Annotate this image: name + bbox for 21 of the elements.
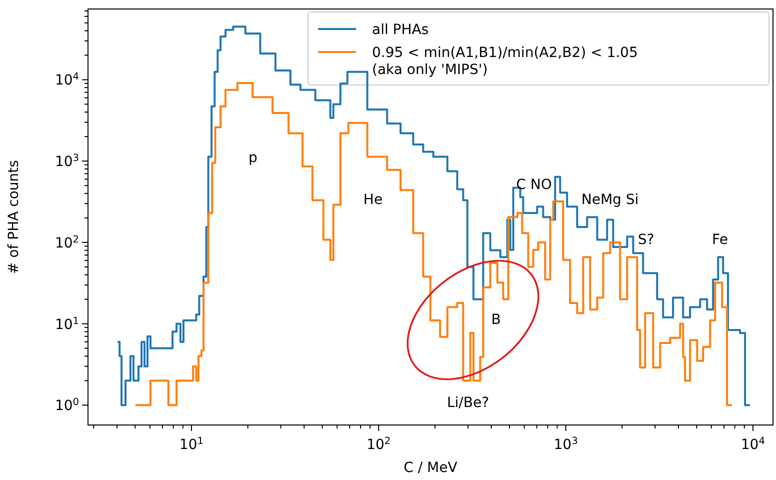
- legend-label: all PHAs: [372, 22, 429, 38]
- y-tick-label: 10$^{4}$: [54, 71, 79, 89]
- legend-label: 0.95 < min(A1,B1)/min(A2,B2) < 1.05 (aka only 'MIPS'): [372, 45, 638, 78]
- y-tick-label: 10$^{1}$: [54, 315, 79, 333]
- annotation: He: [363, 192, 383, 208]
- x-axis-title: C / MeV: [404, 460, 458, 476]
- x-tick-label: 10$^{2}$: [366, 436, 391, 453]
- annotation: Fe: [712, 232, 728, 248]
- y-tick-label: 10$^{0}$: [54, 396, 79, 414]
- x-tick-label: 10$^{3}$: [554, 436, 578, 453]
- annotation: S?: [638, 232, 654, 248]
- x-tick-label: 10$^{4}$: [740, 436, 765, 453]
- y-tick-label: 10$^{3}$: [54, 152, 79, 170]
- annotation: B: [491, 312, 501, 328]
- annotation: NeMg Si: [581, 192, 639, 208]
- annotation: p: [248, 150, 258, 166]
- x-tick-label: 10$^{1}$: [179, 436, 204, 453]
- y-axis-title: # of PHA counts: [6, 160, 22, 274]
- y-tick-label: 10$^{2}$: [54, 234, 79, 252]
- annotation: C NO: [516, 177, 552, 193]
- annotation: Li/Be?: [446, 395, 490, 411]
